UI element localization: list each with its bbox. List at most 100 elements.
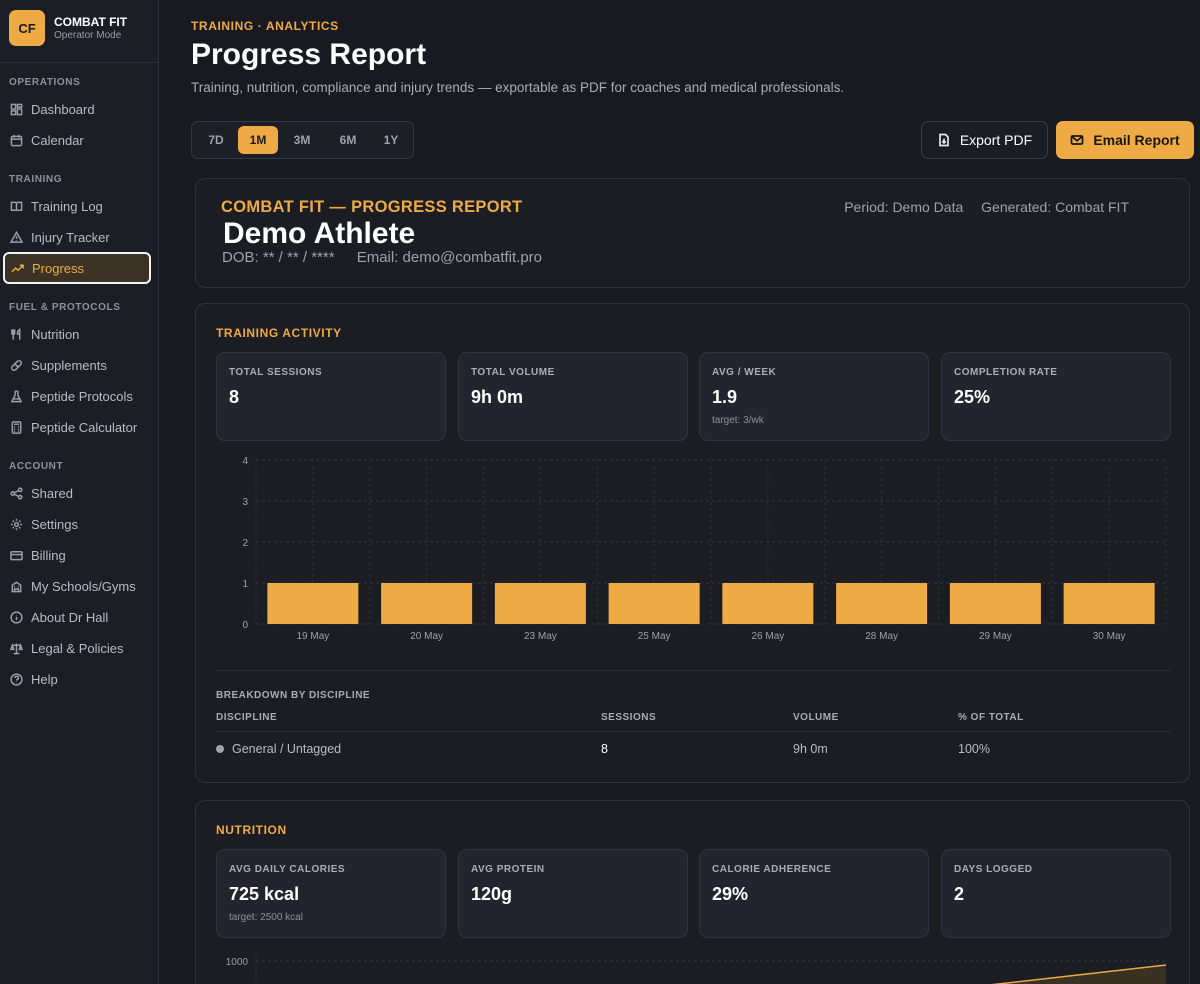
- sidebar-item-label: Training Log: [31, 198, 103, 214]
- nav-section-fuel: FUEL & PROTOCOLS: [9, 302, 121, 313]
- athlete-dob: DOB: ** / ** / ****: [222, 249, 335, 266]
- sidebar-item-label: Peptide Calculator: [31, 419, 138, 435]
- stat-note: target: 2500 kcal: [229, 912, 303, 923]
- stat-card-avg-week: AVG / WEEK 1.9 target: 3/wk: [699, 352, 929, 441]
- athlete-info: DOB: ** / ** / **** Email: demo@combatfi…: [222, 249, 542, 266]
- help-icon: [9, 672, 23, 686]
- stat-label: AVG DAILY CALORIES: [229, 864, 346, 875]
- stat-label: COMPLETION RATE: [954, 367, 1058, 378]
- range-1m-button[interactable]: 1M: [238, 126, 278, 154]
- page-eyebrow: TRAINING · ANALYTICS: [191, 19, 339, 33]
- range-7d-button[interactable]: 7D: [208, 133, 224, 147]
- stat-card-total-sessions: TOTAL SESSIONS 8: [216, 352, 446, 441]
- sidebar-item-settings[interactable]: Settings: [3, 509, 151, 539]
- stat-label: CALORIE ADHERENCE: [712, 864, 832, 875]
- sidebar-item-training-log[interactable]: Training Log: [3, 191, 151, 221]
- sidebar-item-schools-gyms[interactable]: My Schools/Gyms: [3, 571, 151, 601]
- sidebar-item-calendar[interactable]: Calendar: [3, 125, 151, 155]
- column-header-percent: % OF TOTAL: [958, 712, 1024, 723]
- stat-label: AVG / WEEK: [712, 367, 777, 378]
- book-icon: [9, 199, 23, 213]
- sidebar-item-label: Settings: [31, 516, 78, 532]
- sidebar-item-injury-tracker[interactable]: Injury Tracker: [3, 222, 151, 252]
- x-tick-label: 25 May: [638, 631, 671, 642]
- calendar-icon: [9, 133, 23, 147]
- y-tick-label: 1: [242, 579, 248, 590]
- sidebar-item-label: Nutrition: [31, 326, 80, 342]
- sidebar-item-dashboard[interactable]: Dashboard: [3, 94, 151, 124]
- stat-label: AVG PROTEIN: [471, 864, 545, 875]
- building-icon: [9, 579, 23, 593]
- y-tick-label: 1000: [226, 957, 249, 968]
- sidebar-item-help[interactable]: Help: [3, 664, 151, 694]
- info-icon: [9, 610, 23, 624]
- sidebar-item-billing[interactable]: Billing: [3, 540, 151, 570]
- sidebar-item-label: Legal & Policies: [31, 640, 124, 656]
- stat-value: 25%: [954, 387, 991, 407]
- bar: [1063, 583, 1155, 624]
- sidebar-item-label: Calendar: [31, 132, 84, 148]
- sidebar-item-supplements[interactable]: Supplements: [3, 350, 151, 380]
- stat-value: 2: [954, 884, 965, 904]
- sidebar-item-legal[interactable]: Legal & Policies: [3, 633, 151, 663]
- page-title: Progress Report: [191, 38, 427, 71]
- stat-card-total-volume: TOTAL VOLUME 9h 0m: [458, 352, 688, 441]
- divider: [216, 670, 1170, 671]
- brand[interactable]: CF COMBAT FIT Operator Mode: [9, 10, 127, 46]
- athlete-name: Demo Athlete: [223, 217, 416, 250]
- nav-section-operations: OPERATIONS: [9, 77, 81, 88]
- range-selector: 7D 1M 3M 6M 1Y: [191, 121, 414, 159]
- sidebar-item-shared[interactable]: Shared: [3, 478, 151, 508]
- y-tick-label: 2: [242, 538, 248, 549]
- discipline-dot-icon: [216, 744, 224, 753]
- column-header-sessions: SESSIONS: [601, 712, 657, 723]
- range-6m-button[interactable]: 6M: [339, 133, 357, 147]
- stat-value: 725 kcal: [229, 884, 300, 904]
- sidebar-item-label: Peptide Protocols: [31, 388, 133, 404]
- stat-card-avg-daily-calories: AVG DAILY CALORIES 725 kcal target: 2500…: [216, 849, 446, 938]
- bar: [949, 583, 1041, 624]
- stat-value: 9h 0m: [471, 387, 524, 407]
- stat-card-calorie-adherence: CALORIE ADHERENCE 29%: [699, 849, 929, 938]
- sessions-bar-chart: 0 1 2 3 4 19 May 20 May 23 May 25 May 26 May 28 Ma…: [242, 456, 1167, 642]
- sidebar-item-about[interactable]: About Dr Hall: [3, 602, 151, 632]
- report-generated: Generated: Combat FIT: [981, 199, 1129, 215]
- stat-value: 1.9: [712, 387, 738, 407]
- sidebar-item-peptide-protocols[interactable]: Peptide Protocols: [3, 381, 151, 411]
- bar: [494, 583, 586, 624]
- export-pdf-button[interactable]: Export PDF: [921, 121, 1048, 159]
- export-pdf-label: Export PDF: [959, 132, 1033, 148]
- x-tick-label: 26 May: [751, 631, 784, 642]
- share-icon: [9, 486, 23, 500]
- mail-icon: [1070, 135, 1084, 145]
- brand-logo: CF: [9, 10, 45, 46]
- email-report-button[interactable]: Email Report: [1056, 121, 1194, 159]
- sidebar-item-label: Supplements: [31, 357, 107, 373]
- card-icon: [9, 548, 23, 562]
- stat-label: DAYS LOGGED: [954, 864, 1033, 875]
- table-row-discipline: General / Untagged: [216, 742, 341, 756]
- sidebar-item-nutrition[interactable]: Nutrition: [3, 319, 151, 349]
- stat-value: 120g: [471, 884, 513, 904]
- stat-card-days-logged: DAYS LOGGED 2: [941, 849, 1171, 938]
- bar: [608, 583, 700, 624]
- sidebar-item-progress[interactable]: Progress: [3, 252, 151, 284]
- stat-note: target: 3/wk: [712, 415, 764, 426]
- divider: [216, 731, 1170, 732]
- sidebar-item-peptide-calculator[interactable]: Peptide Calculator: [3, 412, 151, 442]
- utensils-icon: [9, 327, 23, 341]
- table-cell-volume: 9h 0m: [793, 742, 828, 756]
- stat-value: 8: [229, 387, 240, 407]
- bar: [381, 583, 473, 624]
- x-tick-label: 20 May: [410, 631, 443, 642]
- report-period: Period: Demo Data: [844, 199, 964, 215]
- sidebar-item-label: My Schools/Gyms: [31, 578, 136, 594]
- range-3m-button[interactable]: 3M: [293, 133, 311, 147]
- discipline-name: General / Untagged: [232, 742, 342, 756]
- range-1y-button[interactable]: 1Y: [383, 133, 399, 147]
- stat-label: TOTAL SESSIONS: [229, 367, 323, 378]
- training-activity-section: TRAINING ACTIVITY TOTAL SESSIONS 8 TOTAL…: [195, 303, 1190, 783]
- y-tick-label: 0: [242, 620, 248, 631]
- warning-icon: [9, 230, 23, 244]
- file-download-icon: [938, 133, 949, 147]
